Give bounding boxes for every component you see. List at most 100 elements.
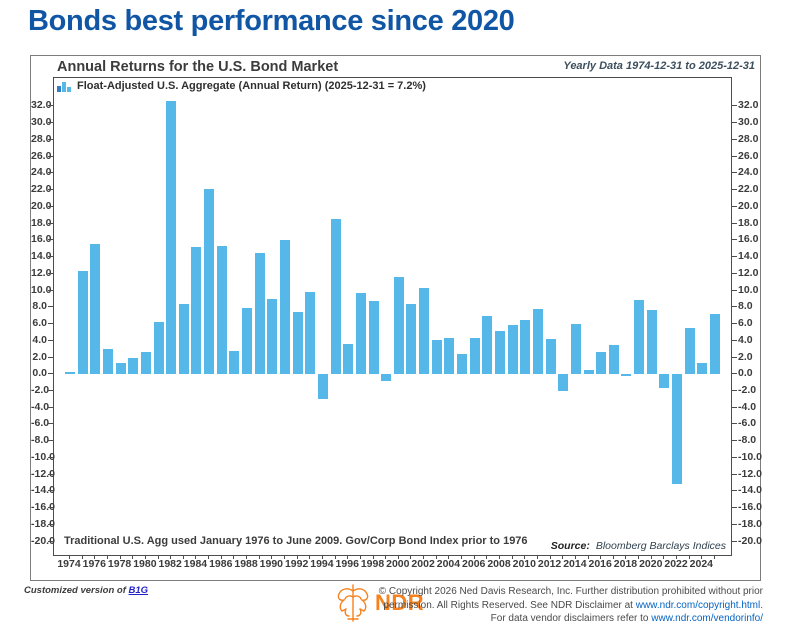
x-tick-label: 2020 — [639, 558, 663, 570]
y-tick — [731, 306, 737, 308]
y-tick — [48, 155, 53, 157]
y-tick-label: -8.0 — [738, 434, 757, 447]
x-tick — [309, 555, 311, 559]
source-value: Bloomberg Barclays Indices — [595, 540, 726, 552]
bar-2015 — [583, 370, 594, 375]
bar-1996 — [343, 344, 354, 375]
copyright-line1: © Copyright 2026 Ned Davis Research, Inc… — [378, 586, 763, 597]
bar-2012 — [545, 339, 556, 375]
x-tick — [650, 555, 652, 559]
b1g-link[interactable]: B1G — [128, 585, 149, 596]
bar-1994 — [317, 374, 328, 399]
ndr-logo: NDR — [334, 583, 424, 623]
y-tick-label: -8.0 — [31, 434, 50, 447]
y-tick-label: 0.0 — [32, 367, 47, 380]
x-tick — [663, 555, 665, 559]
bar-1977 — [102, 349, 113, 375]
x-tick — [524, 555, 526, 559]
y-tick — [48, 205, 53, 207]
x-tick-label: 2010 — [512, 558, 536, 570]
y-tick-label: 4.0 — [32, 333, 47, 346]
x-tick-label: 2008 — [487, 558, 511, 570]
y-tick — [48, 540, 53, 542]
bar-2025 — [710, 313, 720, 375]
y-tick-label: -10.0 — [738, 450, 762, 463]
bar-2019 — [634, 299, 645, 375]
y-tick-label: -20.0 — [738, 534, 762, 547]
y-tick-label: 24.0 — [31, 166, 52, 179]
x-tick — [473, 555, 475, 559]
x-tick — [549, 555, 551, 559]
x-tick — [359, 555, 361, 559]
chart-footnote: Traditional U.S. Agg used January 1976 t… — [64, 535, 528, 547]
source-line: Source: Bloomberg Barclays Indices — [551, 540, 726, 552]
y-tick-label: 12.0 — [738, 266, 759, 279]
bar-1989 — [254, 252, 265, 375]
copyright-link[interactable]: www.ndr.com/copyright.html. — [635, 599, 763, 611]
y-tick-label: 22.0 — [31, 183, 52, 196]
y-tick — [731, 356, 737, 358]
x-tick-label: 1988 — [234, 558, 258, 570]
bar-1997 — [355, 293, 366, 375]
y-tick-label: 2.0 — [32, 350, 47, 363]
y-tick — [731, 289, 737, 291]
bar-2013 — [558, 374, 569, 391]
x-tick — [208, 555, 210, 559]
y-tick — [731, 155, 737, 157]
x-tick — [372, 555, 374, 559]
chart-title: Annual Returns for the U.S. Bond Market — [57, 59, 339, 75]
x-tick — [410, 555, 412, 559]
copyright-line3-text: For data vendor disclaimers refer to — [490, 613, 652, 624]
bar-1993 — [305, 292, 316, 375]
y-tick-label: -14.0 — [31, 484, 55, 497]
x-tick — [195, 555, 197, 559]
x-tick — [714, 555, 715, 559]
y-tick — [48, 189, 53, 191]
y-tick-label: 10.0 — [738, 283, 759, 296]
y-tick — [731, 507, 737, 509]
y-tick — [48, 339, 53, 341]
footer-custom-version: Customized version of B1G — [24, 585, 148, 596]
bar-1975 — [77, 271, 88, 375]
y-tick-label: -18.0 — [738, 517, 762, 530]
x-tick-label: 2006 — [462, 558, 486, 570]
copyright-line2-text: permission. All Rights Reserved. See NDR… — [383, 599, 636, 611]
bar-1981 — [153, 321, 164, 375]
bar-1990 — [267, 298, 278, 375]
y-tick — [48, 306, 53, 308]
vendorinfo-link[interactable]: www.ndr.com/vendorinfo/ — [651, 613, 763, 624]
x-tick-label: 1992 — [284, 558, 309, 570]
y-tick-label: 18.0 — [738, 216, 759, 229]
y-tick-label: 0.0 — [738, 367, 753, 380]
bar-2005 — [457, 354, 468, 375]
y-tick-label: 6.0 — [738, 317, 753, 330]
x-tick — [486, 555, 488, 559]
y-tick-label: -12.0 — [738, 467, 762, 480]
bar-2001 — [406, 303, 417, 375]
x-tick — [676, 555, 678, 559]
x-tick — [157, 555, 159, 559]
y-tick — [48, 356, 53, 358]
y-tick — [48, 323, 53, 325]
y-tick-label: 22.0 — [738, 183, 759, 196]
bar-2010 — [520, 319, 531, 375]
x-tick-label: 2002 — [411, 558, 435, 570]
y-tick — [48, 239, 53, 241]
ndr-logo-icon — [337, 584, 369, 622]
y-tick-label: 12.0 — [31, 266, 52, 279]
y-tick-label: -2.0 — [738, 383, 757, 396]
bar-2008 — [495, 330, 505, 375]
x-tick-label: 1998 — [360, 558, 385, 570]
y-tick-label: 10.0 — [31, 283, 52, 296]
x-tick — [94, 555, 96, 559]
bar-1980 — [140, 351, 151, 375]
source-label: Source: — [550, 540, 590, 552]
x-tick — [435, 555, 437, 559]
x-tick-label: 2000 — [386, 558, 410, 570]
y-tick — [48, 172, 53, 174]
y-tick-label: 18.0 — [31, 216, 52, 229]
x-tick-label: 1976 — [82, 558, 106, 570]
bar-1983 — [178, 303, 189, 375]
x-tick-label: 1980 — [133, 558, 157, 570]
x-tick — [81, 555, 83, 559]
